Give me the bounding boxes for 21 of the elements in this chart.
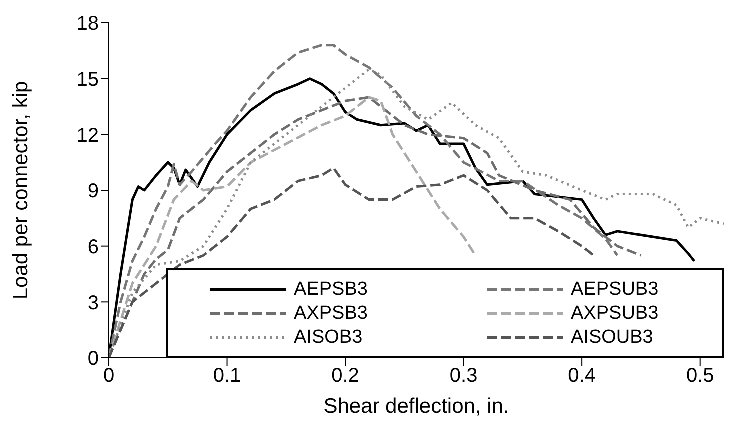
x-tick-label: 0.3 bbox=[450, 365, 478, 388]
x-axis-title: Shear deflection, in. bbox=[324, 395, 510, 418]
x-tick-label: 0.2 bbox=[332, 365, 360, 388]
y-axis-title: Load per connector, kip bbox=[9, 81, 32, 300]
legend-label: AEPSB3 bbox=[294, 279, 368, 301]
y-tick-label: 15 bbox=[76, 68, 99, 91]
y-tick-label: 9 bbox=[88, 180, 99, 203]
legend-label: AXPSUB3 bbox=[571, 303, 659, 325]
x-tick-label: 0.1 bbox=[213, 365, 242, 388]
y-tick-label: 3 bbox=[88, 292, 99, 314]
y-tick-label: 6 bbox=[88, 236, 99, 258]
x-tick-label: 0 bbox=[103, 365, 115, 388]
x-tick-label: 0.4 bbox=[568, 365, 596, 388]
legend-label: AISOB3 bbox=[294, 327, 363, 349]
y-tick-label: 12 bbox=[76, 124, 99, 147]
x-tick-label: 0.5 bbox=[686, 365, 714, 388]
legend-label: AEPSUB3 bbox=[571, 279, 659, 301]
y-tick-label: 0 bbox=[88, 348, 99, 370]
y-tick-label: 18 bbox=[76, 13, 99, 36]
legend-label: AXPSB3 bbox=[294, 303, 368, 325]
legend-label: AISOUB3 bbox=[571, 327, 654, 349]
